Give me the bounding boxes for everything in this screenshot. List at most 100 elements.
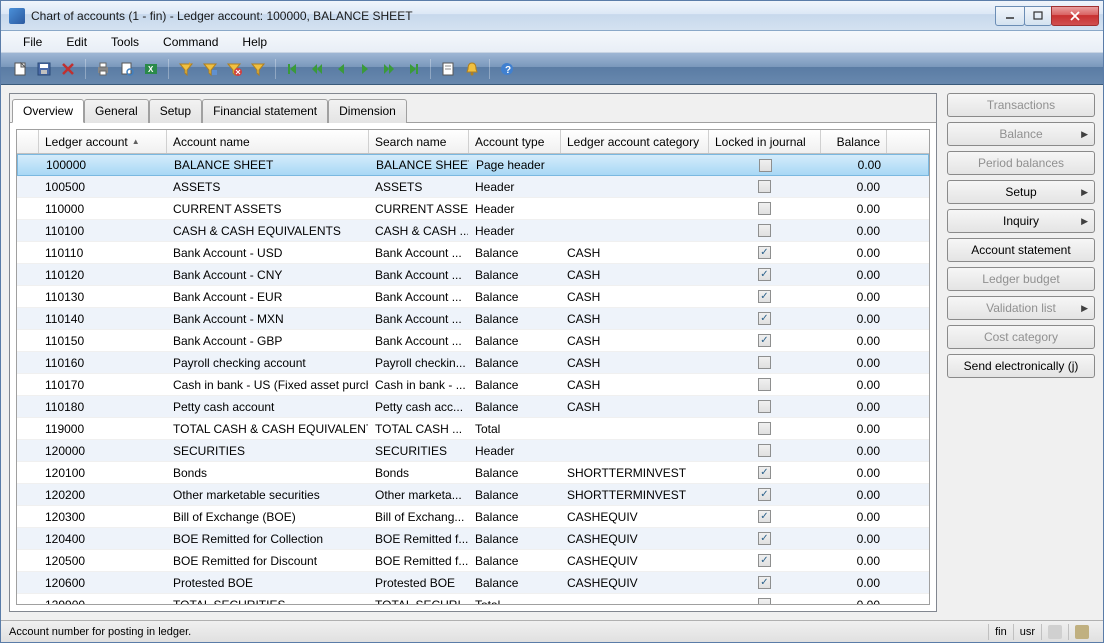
menu-help[interactable]: Help (232, 33, 277, 51)
table-row[interactable]: 110170Cash in bank - US (Fixed asset pur… (17, 374, 929, 396)
table-row[interactable]: 120600Protested BOEProtested BOEBalanceC… (17, 572, 929, 594)
table-row[interactable]: 110120Bank Account - CNYBank Account ...… (17, 264, 929, 286)
table-row[interactable]: 100500ASSETSASSETSHeader0.00 (17, 176, 929, 198)
prev-page-icon[interactable] (306, 58, 328, 80)
table-row[interactable]: 110000CURRENT ASSETSCURRENT ASSE...Heade… (17, 198, 929, 220)
checkbox-icon[interactable]: ✓ (758, 488, 771, 501)
table-row[interactable]: 120000SECURITIESSECURITIESHeader0.00 (17, 440, 929, 462)
row-marker[interactable] (17, 594, 39, 604)
checkbox-icon[interactable]: ✓ (758, 334, 771, 347)
row-marker[interactable] (18, 155, 40, 175)
checkbox-icon[interactable]: ✓ (758, 466, 771, 479)
checkbox-icon[interactable] (759, 159, 772, 172)
row-marker[interactable] (17, 176, 39, 197)
last-icon[interactable] (402, 58, 424, 80)
filter-by-grid-icon[interactable] (199, 58, 221, 80)
table-row[interactable]: 120200Other marketable securitiesOther m… (17, 484, 929, 506)
checkbox-icon[interactable]: ✓ (758, 532, 771, 545)
filter-icon[interactable] (247, 58, 269, 80)
checkbox-icon[interactable]: ✓ (758, 510, 771, 523)
tab-general[interactable]: General (84, 99, 149, 123)
next-page-icon[interactable] (378, 58, 400, 80)
print-preview-icon[interactable] (116, 58, 138, 80)
action-send-electronically-j[interactable]: Send electronically (j) (947, 354, 1095, 378)
row-marker[interactable] (17, 418, 39, 439)
col-category[interactable]: Ledger account category (561, 130, 709, 153)
checkbox-icon[interactable] (758, 422, 771, 435)
table-row[interactable]: 120400BOE Remitted for CollectionBOE Rem… (17, 528, 929, 550)
menu-tools[interactable]: Tools (101, 33, 149, 51)
row-marker[interactable] (17, 528, 39, 549)
row-marker-header[interactable] (17, 130, 39, 153)
menu-file[interactable]: File (13, 33, 52, 51)
grid-body[interactable]: 100000BALANCE SHEETBALANCE SHEETPage hea… (17, 154, 929, 604)
checkbox-icon[interactable] (758, 180, 771, 193)
col-account-type[interactable]: Account type (469, 130, 561, 153)
checkbox-icon[interactable] (758, 356, 771, 369)
help-icon[interactable]: ? (496, 58, 518, 80)
table-row[interactable]: 120300Bill of Exchange (BOE)Bill of Exch… (17, 506, 929, 528)
row-marker[interactable] (17, 242, 39, 263)
table-row[interactable]: 110140Bank Account - MXNBank Account ...… (17, 308, 929, 330)
menu-command[interactable]: Command (153, 33, 228, 51)
row-marker[interactable] (17, 286, 39, 307)
new-icon[interactable] (9, 58, 31, 80)
table-row[interactable]: 110180Petty cash accountPetty cash acc..… (17, 396, 929, 418)
checkbox-icon[interactable]: ✓ (758, 554, 771, 567)
table-row[interactable]: 120500BOE Remitted for DiscountBOE Remit… (17, 550, 929, 572)
checkbox-icon[interactable] (758, 598, 771, 604)
row-marker[interactable] (17, 330, 39, 351)
document-handling-icon[interactable] (437, 58, 459, 80)
clear-filter-icon[interactable] (223, 58, 245, 80)
col-ledger-account[interactable]: Ledger account▲ (39, 130, 167, 153)
maximize-button[interactable] (1024, 6, 1052, 26)
table-row[interactable]: 110160Payroll checking accountPayroll ch… (17, 352, 929, 374)
row-marker[interactable] (17, 506, 39, 527)
checkbox-icon[interactable]: ✓ (758, 290, 771, 303)
table-row[interactable]: 120100BondsBondsBalanceSHORTTERMINVEST✓0… (17, 462, 929, 484)
prev-icon[interactable] (330, 58, 352, 80)
next-icon[interactable] (354, 58, 376, 80)
table-row[interactable]: 110150Bank Account - GBPBank Account ...… (17, 330, 929, 352)
tab-dimension[interactable]: Dimension (328, 99, 407, 123)
col-search-name[interactable]: Search name (369, 130, 469, 153)
first-icon[interactable] (282, 58, 304, 80)
checkbox-icon[interactable] (758, 224, 771, 237)
minimize-button[interactable] (995, 6, 1025, 26)
row-marker[interactable] (17, 198, 39, 219)
checkbox-icon[interactable] (758, 400, 771, 413)
row-marker[interactable] (17, 550, 39, 571)
checkbox-icon[interactable]: ✓ (758, 576, 771, 589)
row-marker[interactable] (17, 352, 39, 373)
col-locked[interactable]: Locked in journal (709, 130, 821, 153)
checkbox-icon[interactable] (758, 444, 771, 457)
table-row[interactable]: 110130Bank Account - EURBank Account ...… (17, 286, 929, 308)
table-row[interactable]: 110110Bank Account - USDBank Account ...… (17, 242, 929, 264)
action-inquiry[interactable]: Inquiry▶ (947, 209, 1095, 233)
row-marker[interactable] (17, 572, 39, 593)
row-marker[interactable] (17, 374, 39, 395)
menu-edit[interactable]: Edit (56, 33, 97, 51)
row-marker[interactable] (17, 440, 39, 461)
alert-icon[interactable] (461, 58, 483, 80)
filter-by-selection-icon[interactable] (175, 58, 197, 80)
tab-setup[interactable]: Setup (149, 99, 202, 123)
table-row[interactable]: 129900TOTAL SECURITIESTOTAL SECURI...Tot… (17, 594, 929, 604)
delete-icon[interactable] (57, 58, 79, 80)
print-icon[interactable] (92, 58, 114, 80)
export-excel-icon[interactable]: X (140, 58, 162, 80)
row-marker[interactable] (17, 220, 39, 241)
checkbox-icon[interactable] (758, 202, 771, 215)
close-button[interactable] (1051, 6, 1099, 26)
col-account-name[interactable]: Account name (167, 130, 369, 153)
row-marker[interactable] (17, 264, 39, 285)
row-marker[interactable] (17, 462, 39, 483)
table-row[interactable]: 100000BALANCE SHEETBALANCE SHEETPage hea… (17, 154, 929, 176)
table-row[interactable]: 119000TOTAL CASH & CASH EQUIVALENTSTOTAL… (17, 418, 929, 440)
tab-financial-statement[interactable]: Financial statement (202, 99, 328, 123)
checkbox-icon[interactable] (758, 378, 771, 391)
save-icon[interactable] (33, 58, 55, 80)
tab-overview[interactable]: Overview (12, 99, 84, 123)
row-marker[interactable] (17, 396, 39, 417)
row-marker[interactable] (17, 484, 39, 505)
